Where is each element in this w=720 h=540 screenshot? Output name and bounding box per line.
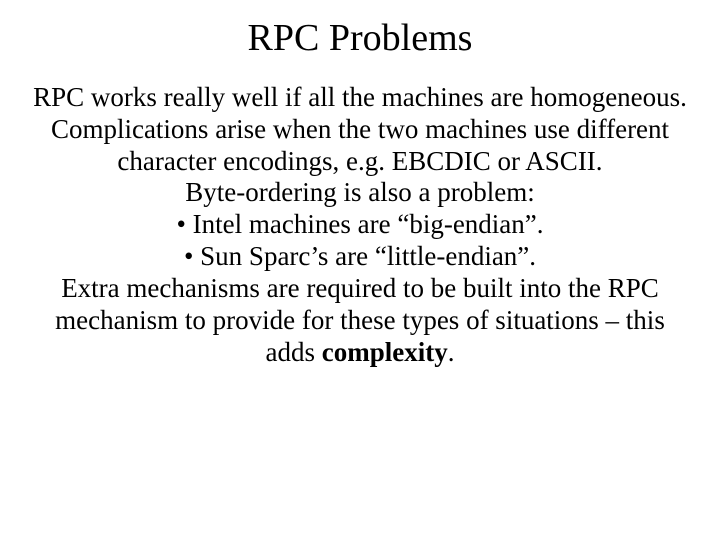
paragraph-3: Byte-ordering is also a problem: [30, 177, 690, 209]
slide-title: RPC Problems [30, 18, 690, 60]
bullet-1: • Intel machines are “big-endian”. [30, 209, 690, 241]
slide: RPC Problems RPC works really well if al… [0, 0, 720, 540]
paragraph-1: RPC works really well if all the machine… [30, 82, 690, 114]
paragraph-4-bold: complexity [322, 337, 448, 367]
paragraph-4-tail: . [448, 337, 455, 367]
paragraph-4: Extra mechanisms are required to be buil… [30, 273, 690, 369]
paragraph-2: Complications arise when the two machine… [30, 114, 690, 178]
slide-body: RPC works really well if all the machine… [30, 82, 690, 369]
bullet-2: • Sun Sparc’s are “little-endian”. [30, 241, 690, 273]
